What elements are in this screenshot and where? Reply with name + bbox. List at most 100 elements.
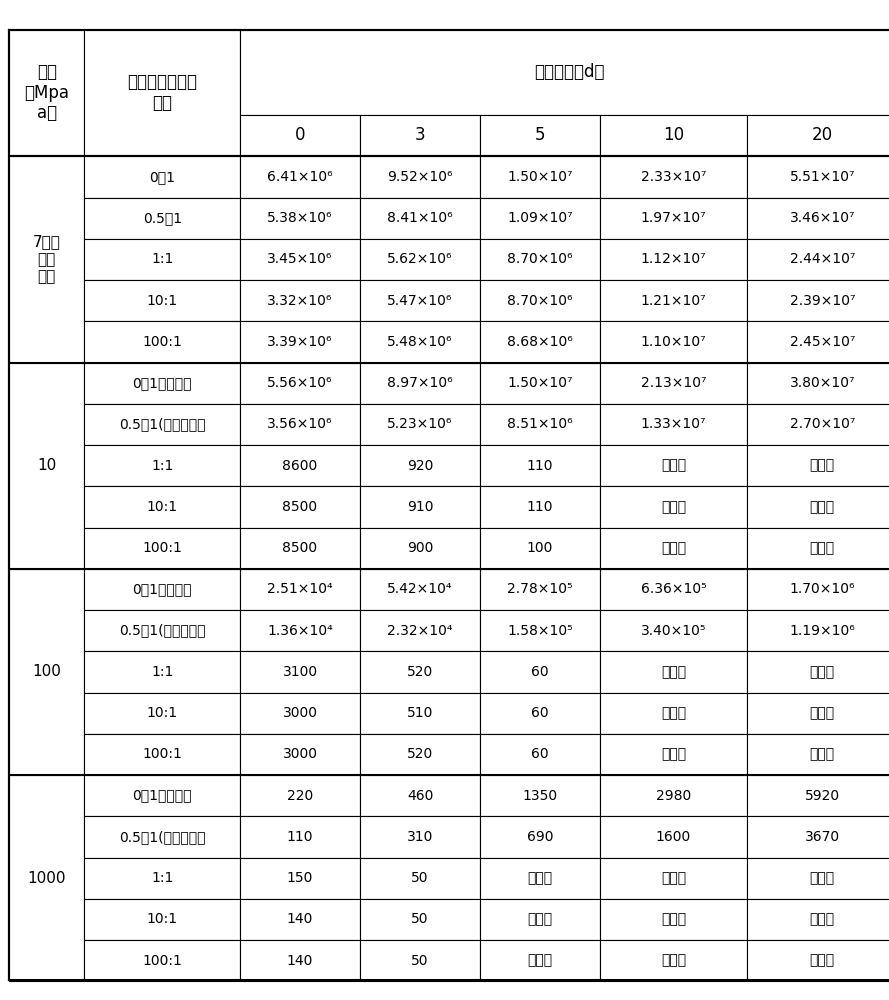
Bar bbox=[360, 156, 480, 198]
Bar bbox=[240, 899, 360, 940]
Bar bbox=[360, 816, 480, 858]
Bar bbox=[600, 816, 747, 858]
Text: 5.56×10⁶: 5.56×10⁶ bbox=[268, 376, 332, 390]
Bar bbox=[84, 940, 240, 981]
Bar bbox=[600, 528, 747, 569]
Bar bbox=[747, 734, 889, 775]
Text: 20: 20 bbox=[812, 126, 833, 144]
Text: 140: 140 bbox=[287, 912, 313, 926]
Text: 100: 100 bbox=[32, 664, 61, 679]
Bar bbox=[84, 858, 240, 899]
Text: 1.10×10⁷: 1.10×10⁷ bbox=[641, 335, 706, 349]
Text: 压力
（Mpa
a）: 压力 （Mpa a） bbox=[24, 63, 69, 122]
Bar bbox=[480, 486, 600, 528]
Bar bbox=[360, 486, 480, 528]
Bar bbox=[480, 404, 600, 445]
Bar bbox=[240, 610, 360, 651]
Bar bbox=[360, 693, 480, 734]
Text: 未检出: 未检出 bbox=[661, 459, 686, 473]
Bar bbox=[84, 30, 240, 155]
Bar bbox=[747, 610, 889, 651]
Text: 1.50×10⁷: 1.50×10⁷ bbox=[508, 170, 573, 184]
Text: 未检出: 未检出 bbox=[527, 912, 553, 926]
Text: 0.5：1(作为对照）: 0.5：1(作为对照） bbox=[119, 830, 205, 844]
Text: 未检出: 未检出 bbox=[661, 747, 686, 761]
Text: 520: 520 bbox=[407, 747, 433, 761]
Bar bbox=[84, 404, 240, 445]
Text: 3000: 3000 bbox=[283, 706, 317, 720]
Bar bbox=[84, 362, 240, 404]
Text: 3670: 3670 bbox=[805, 830, 840, 844]
Text: 5.42×10⁴: 5.42×10⁴ bbox=[388, 582, 453, 596]
Bar bbox=[9, 362, 84, 569]
Bar bbox=[240, 734, 360, 775]
Bar bbox=[600, 651, 747, 693]
Bar bbox=[360, 239, 480, 280]
Text: 1000: 1000 bbox=[28, 871, 66, 886]
Bar bbox=[600, 734, 747, 775]
Bar bbox=[240, 362, 360, 404]
Bar bbox=[600, 858, 747, 899]
Text: 920: 920 bbox=[407, 459, 433, 473]
Text: 2.33×10⁷: 2.33×10⁷ bbox=[641, 170, 706, 184]
Bar bbox=[240, 775, 360, 816]
Text: 8600: 8600 bbox=[283, 459, 317, 473]
Text: 10: 10 bbox=[663, 126, 684, 144]
Text: 0.5：1: 0.5：1 bbox=[142, 211, 182, 225]
Bar bbox=[240, 858, 360, 899]
Text: 1.50×10⁷: 1.50×10⁷ bbox=[508, 376, 573, 390]
Bar bbox=[360, 198, 480, 239]
Text: 7（作
为对
照）: 7（作 为对 照） bbox=[33, 234, 60, 284]
Bar bbox=[747, 693, 889, 734]
Text: 0: 0 bbox=[295, 126, 305, 144]
Bar bbox=[240, 30, 889, 115]
Text: 未检出: 未检出 bbox=[661, 871, 686, 885]
Text: 5.48×10⁶: 5.48×10⁶ bbox=[388, 335, 453, 349]
Bar bbox=[747, 404, 889, 445]
Text: 8.70×10⁶: 8.70×10⁶ bbox=[508, 252, 573, 266]
Text: 5: 5 bbox=[535, 126, 545, 144]
Text: 140: 140 bbox=[287, 954, 313, 968]
Text: 5.23×10⁶: 5.23×10⁶ bbox=[388, 417, 453, 431]
Text: 0.5：1(作为对照）: 0.5：1(作为对照） bbox=[119, 417, 205, 431]
Bar bbox=[480, 156, 600, 198]
Text: 2.70×10⁷: 2.70×10⁷ bbox=[789, 417, 855, 431]
Bar bbox=[747, 239, 889, 280]
Bar bbox=[9, 775, 84, 981]
Text: 1.12×10⁷: 1.12×10⁷ bbox=[641, 252, 706, 266]
Text: 2.78×10⁵: 2.78×10⁵ bbox=[508, 582, 573, 596]
Text: 2.13×10⁷: 2.13×10⁷ bbox=[641, 376, 706, 390]
Bar bbox=[84, 734, 240, 775]
Bar bbox=[480, 858, 600, 899]
Bar bbox=[747, 362, 889, 404]
Bar bbox=[747, 651, 889, 693]
Bar bbox=[480, 734, 600, 775]
Bar bbox=[480, 115, 600, 155]
Bar bbox=[240, 321, 360, 362]
Text: 6.36×10⁵: 6.36×10⁵ bbox=[641, 582, 706, 596]
Text: 2980: 2980 bbox=[656, 789, 691, 803]
Text: 150: 150 bbox=[287, 871, 313, 885]
Bar bbox=[9, 156, 84, 362]
Bar bbox=[240, 651, 360, 693]
Bar bbox=[600, 569, 747, 610]
Bar bbox=[240, 156, 360, 198]
Bar bbox=[600, 486, 747, 528]
Text: 未检出: 未检出 bbox=[661, 912, 686, 926]
Bar bbox=[747, 775, 889, 816]
Bar bbox=[480, 775, 600, 816]
Bar bbox=[747, 899, 889, 940]
Bar bbox=[240, 569, 360, 610]
Text: 1.19×10⁶: 1.19×10⁶ bbox=[789, 624, 855, 638]
Text: 5.62×10⁶: 5.62×10⁶ bbox=[388, 252, 453, 266]
Text: 8.68×10⁶: 8.68×10⁶ bbox=[508, 335, 573, 349]
Text: 3.45×10⁶: 3.45×10⁶ bbox=[268, 252, 332, 266]
Bar bbox=[600, 899, 747, 940]
Text: 3100: 3100 bbox=[283, 665, 317, 679]
Text: 1.70×10⁶: 1.70×10⁶ bbox=[789, 582, 855, 596]
Text: 3.32×10⁶: 3.32×10⁶ bbox=[268, 294, 332, 308]
Text: 10:1: 10:1 bbox=[147, 912, 178, 926]
Text: 0：1（空白）: 0：1（空白） bbox=[132, 376, 192, 390]
Text: 10:1: 10:1 bbox=[147, 500, 178, 514]
Text: 6.41×10⁶: 6.41×10⁶ bbox=[268, 170, 332, 184]
